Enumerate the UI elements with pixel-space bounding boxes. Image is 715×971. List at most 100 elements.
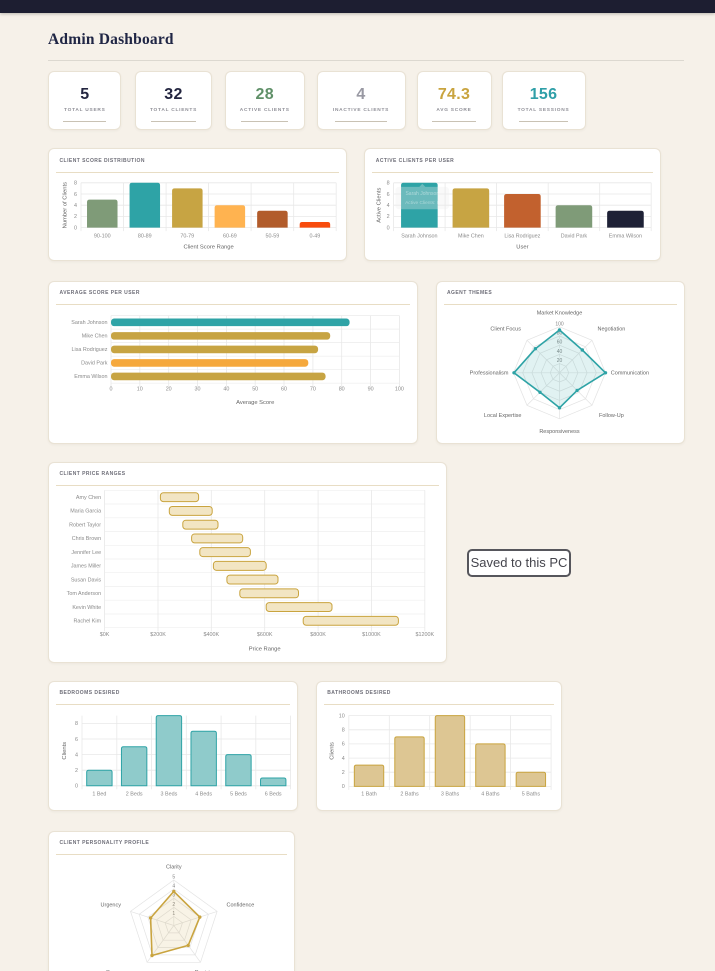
svg-text:Chris Brown: Chris Brown — [72, 536, 101, 542]
svg-text:60: 60 — [557, 340, 563, 346]
svg-text:Rachel Kim: Rachel Kim — [74, 619, 102, 625]
svg-text:Urgency: Urgency — [101, 903, 122, 909]
svg-text:$400K: $400K — [204, 632, 220, 638]
svg-text:8: 8 — [387, 181, 390, 187]
svg-text:Sarah Johnson: Sarah Johnson — [405, 191, 439, 197]
svg-text:2: 2 — [387, 214, 390, 220]
svg-text:David Park: David Park — [81, 361, 108, 367]
svg-text:Market Knowledge: Market Knowledge — [537, 310, 583, 316]
svg-text:1 Bed: 1 Bed — [92, 792, 106, 798]
svg-text:Emma Wilson: Emma Wilson — [609, 233, 642, 239]
svg-text:90-100: 90-100 — [94, 233, 111, 239]
svg-text:70: 70 — [310, 387, 316, 393]
svg-text:Professionalism: Professionalism — [470, 371, 509, 377]
svg-text:4 Baths: 4 Baths — [481, 792, 500, 798]
svg-text:Lisa Rodriguez: Lisa Rodriguez — [72, 347, 108, 353]
svg-text:2: 2 — [75, 768, 78, 774]
svg-text:100: 100 — [395, 387, 404, 393]
svg-text:10: 10 — [137, 387, 143, 393]
svg-text:4: 4 — [75, 752, 78, 758]
svg-text:Sarah Johnson: Sarah Johnson — [401, 233, 437, 239]
svg-text:$1000K: $1000K — [362, 632, 381, 638]
svg-text:$600K: $600K — [257, 632, 273, 638]
svg-text:Local Expertise: Local Expertise — [484, 413, 522, 419]
svg-text:Negotiation: Negotiation — [598, 327, 626, 333]
svg-text:1 Bath: 1 Bath — [361, 792, 377, 798]
svg-text:0: 0 — [342, 784, 345, 790]
svg-text:User: User — [516, 244, 528, 250]
svg-text:Lisa Rodriguez: Lisa Rodriguez — [504, 233, 540, 239]
svg-text:6: 6 — [74, 192, 77, 198]
svg-text:Decisiveness: Decisiveness — [195, 970, 228, 971]
svg-text:20: 20 — [557, 358, 563, 364]
svg-text:8: 8 — [342, 728, 345, 734]
svg-text:Jennifer Lee: Jennifer Lee — [71, 550, 101, 556]
svg-text:5: 5 — [172, 875, 175, 881]
svg-text:Tom Anderson: Tom Anderson — [67, 591, 101, 597]
svg-text:Mike Chen: Mike Chen — [82, 334, 108, 340]
svg-text:40: 40 — [223, 387, 229, 393]
svg-text:2: 2 — [74, 214, 77, 220]
svg-text:Susan Davis: Susan Davis — [71, 577, 102, 583]
svg-text:$200K: $200K — [150, 632, 166, 638]
svg-text:2: 2 — [172, 902, 175, 908]
svg-text:Sarah Johnson: Sarah Johnson — [71, 320, 107, 326]
svg-text:Price Range: Price Range — [249, 646, 281, 652]
svg-text:80: 80 — [339, 387, 345, 393]
svg-text:40: 40 — [557, 349, 563, 355]
svg-text:Emma Wilson: Emma Wilson — [74, 374, 107, 380]
svg-text:4: 4 — [342, 756, 345, 762]
svg-text:Clarity: Clarity — [166, 865, 182, 871]
svg-text:90: 90 — [368, 387, 374, 393]
svg-text:$1200K: $1200K — [416, 632, 435, 638]
svg-text:Client Score Range: Client Score Range — [183, 244, 233, 250]
svg-text:2: 2 — [342, 770, 345, 776]
svg-text:3: 3 — [172, 893, 175, 899]
svg-text:Average Score: Average Score — [236, 400, 274, 406]
svg-text:Clients: Clients — [330, 742, 336, 760]
svg-text:Maria Garcia: Maria Garcia — [70, 509, 101, 515]
svg-text:4: 4 — [172, 884, 175, 890]
svg-text:0: 0 — [74, 225, 77, 231]
svg-text:David Park: David Park — [561, 233, 588, 239]
svg-text:100: 100 — [555, 321, 564, 327]
svg-text:Openness: Openness — [106, 970, 131, 971]
svg-text:50: 50 — [252, 387, 258, 393]
svg-text:20: 20 — [166, 387, 172, 393]
svg-text:8: 8 — [75, 721, 78, 727]
svg-text:0: 0 — [75, 784, 78, 790]
svg-text:6 Beds: 6 Beds — [265, 792, 282, 798]
svg-text:60: 60 — [281, 387, 287, 393]
svg-text:80: 80 — [557, 331, 563, 337]
svg-text:Communication: Communication — [611, 371, 649, 377]
svg-text:0: 0 — [110, 387, 113, 393]
svg-text:4: 4 — [387, 203, 390, 209]
svg-text:Number of Clients: Number of Clients — [63, 182, 69, 228]
svg-text:2 Baths: 2 Baths — [400, 792, 419, 798]
svg-text:50-59: 50-59 — [266, 233, 280, 239]
svg-text:30: 30 — [195, 387, 201, 393]
svg-text:$800K: $800K — [310, 632, 326, 638]
svg-text:Mike Chen: Mike Chen — [458, 233, 484, 239]
svg-text:Follow-Up: Follow-Up — [599, 413, 624, 419]
svg-text:2 Beds: 2 Beds — [126, 792, 143, 798]
svg-text:Active Clients: Active Clients — [377, 188, 383, 223]
svg-text:Kevin White: Kevin White — [72, 605, 101, 611]
svg-text:$0K: $0K — [100, 632, 110, 638]
svg-text:4: 4 — [74, 203, 77, 209]
svg-text:1: 1 — [172, 911, 175, 917]
svg-text:Client Focus: Client Focus — [490, 327, 521, 333]
svg-text:8: 8 — [74, 181, 77, 187]
svg-text:James Miller: James Miller — [71, 564, 101, 570]
svg-text:3 Beds: 3 Beds — [161, 792, 178, 798]
svg-text:0: 0 — [387, 225, 390, 231]
svg-text:Active Clients: 8: Active Clients: 8 — [405, 200, 440, 206]
svg-text:3 Baths: 3 Baths — [441, 792, 460, 798]
svg-text:80-89: 80-89 — [138, 233, 152, 239]
svg-text:4 Beds: 4 Beds — [195, 792, 212, 798]
svg-text:Robert Taylor: Robert Taylor — [69, 522, 101, 528]
svg-text:70-79: 70-79 — [180, 233, 194, 239]
svg-text:10: 10 — [339, 713, 345, 719]
svg-text:6: 6 — [75, 737, 78, 743]
svg-text:5 Beds: 5 Beds — [230, 792, 247, 798]
